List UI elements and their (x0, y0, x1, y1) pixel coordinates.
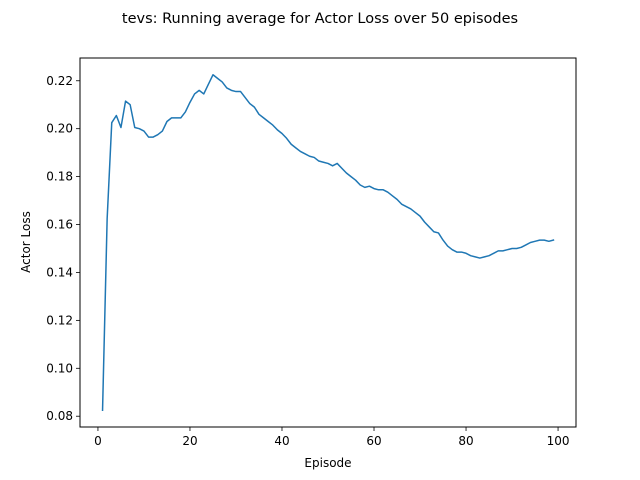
x-tick-label: 40 (274, 434, 289, 448)
x-tick-label: 100 (547, 434, 570, 448)
plot-frame (79, 57, 577, 428)
x-tick-label: 80 (458, 434, 473, 448)
y-axis-ticks: 0.08 0.10 0.12 0.14 0.16 0.18 0.20 0.22 (46, 74, 80, 423)
y-tick-label: 0.18 (46, 170, 73, 184)
y-tick-label: 0.12 (46, 313, 73, 327)
series-group (101, 74, 555, 411)
x-axis-label: Episode (304, 456, 351, 470)
series-line-0 (101, 74, 555, 411)
y-tick-label: 0.22 (46, 74, 73, 88)
x-axis-ticks: 0 20 40 60 80 100 (94, 427, 570, 448)
x-tick-label: 20 (182, 434, 197, 448)
y-axis-label: Actor Loss (19, 211, 33, 273)
plot-area: 0 20 40 60 80 100 0.08 0.10 0.12 0.14 0.16 0.18 0.2… (46, 57, 577, 448)
x-tick-label: 60 (366, 434, 381, 448)
x-tick-label: 0 (94, 434, 102, 448)
y-tick-label: 0.10 (46, 361, 73, 375)
y-tick-label: 0.16 (46, 218, 73, 232)
y-tick-label: 0.14 (46, 265, 73, 279)
chart-title: tevs: Running average for Actor Loss ove… (122, 11, 518, 27)
y-tick-label: 0.20 (46, 122, 73, 136)
y-tick-label: 0.08 (46, 409, 73, 423)
